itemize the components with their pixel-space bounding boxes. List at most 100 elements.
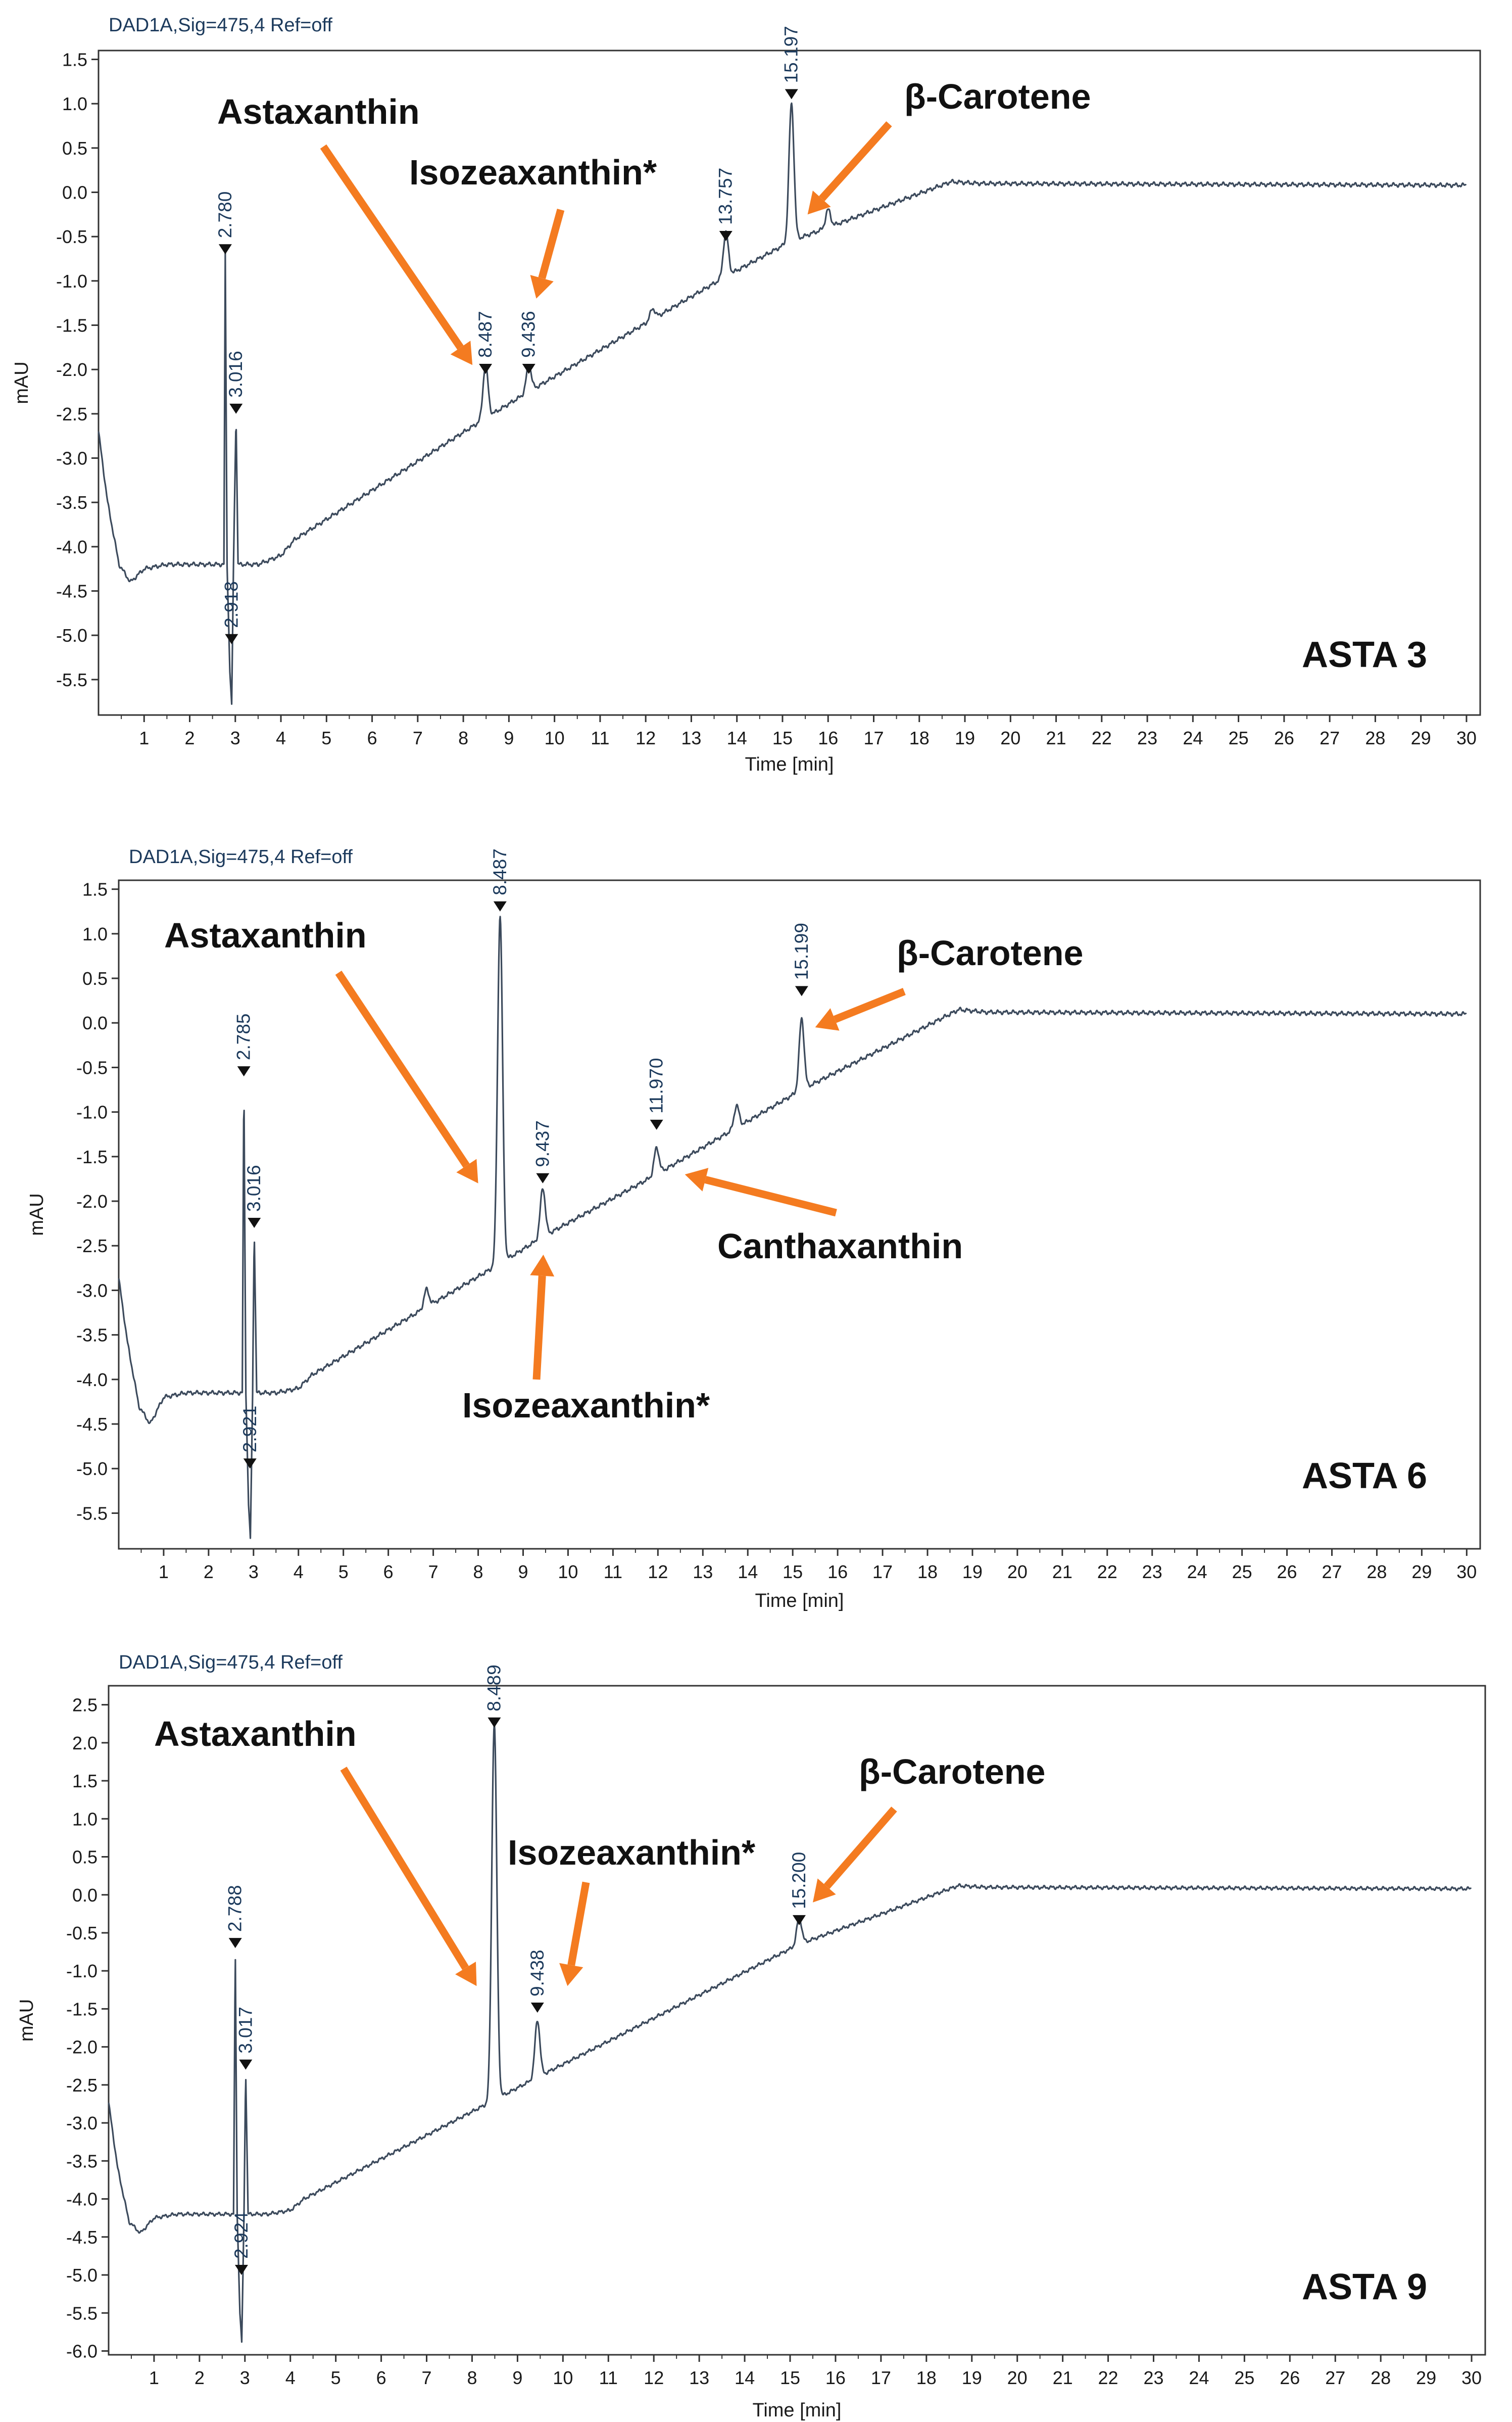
x-tick-label: 1 [149, 2367, 159, 2388]
y-tick-label: -4.5 [76, 1414, 108, 1435]
x-tick-label: 1 [139, 728, 149, 748]
peak-retention-label: 2.924 [231, 2212, 252, 2259]
y-tick-label: -2.5 [76, 1236, 108, 1256]
x-tick-label: 5 [331, 2367, 341, 2388]
y-tick-label: 0.5 [72, 1847, 97, 1868]
y-tick-label: -1.5 [76, 1147, 108, 1167]
x-tick-label: 26 [1274, 728, 1294, 748]
x-tick-label: 10 [545, 728, 565, 748]
x-tick-label: 14 [738, 1561, 758, 1582]
x-tick-label: 18 [909, 728, 930, 748]
x-tick-label: 25 [1232, 1561, 1252, 1582]
peak-marker [228, 1938, 242, 1949]
x-tick-label: 15 [783, 1561, 803, 1582]
peak-retention-label: 8.489 [483, 1665, 504, 1712]
x-tick-label: 29 [1411, 728, 1431, 748]
x-tick-label: 25 [1229, 728, 1249, 748]
x-tick-label: 11 [599, 2367, 618, 2388]
annotation-label: Astaxanthin [217, 92, 420, 131]
y-tick-label: 0.0 [62, 182, 87, 203]
peak-marker [530, 2002, 544, 2013]
x-tick-label: 27 [1325, 2367, 1345, 2388]
annotation-arrow [823, 1807, 897, 1889]
x-tick-label: 30 [1456, 728, 1477, 748]
y-axis-label: mAU [11, 361, 32, 404]
x-tick-label: 13 [693, 1561, 713, 1582]
x-tick-label: 12 [648, 1561, 668, 1582]
x-tick-label: 15 [772, 728, 793, 748]
y-tick-label: -1.0 [66, 1961, 97, 1981]
x-tick-label: 29 [1416, 2367, 1436, 2388]
annotation-arrow [340, 1767, 469, 1970]
x-tick-label: 23 [1142, 1561, 1162, 1582]
signal-header: DAD1A,Sig=475,4 Ref=off [109, 15, 332, 36]
peak-marker [536, 1173, 550, 1183]
panel-label: ASTA 9 [1302, 2267, 1427, 2307]
chromatogram-trace [97, 102, 1467, 705]
x-tick-label: 21 [1052, 1561, 1072, 1582]
x-tick-label: 8 [458, 728, 468, 748]
x-tick-label: 20 [1000, 728, 1020, 748]
y-tick-label: 1.5 [82, 879, 108, 900]
annotation-arrow [320, 144, 464, 350]
y-axis-label: mAU [26, 1193, 47, 1236]
annotation-arrow [833, 988, 906, 1023]
y-tick-label: 0.5 [62, 138, 87, 159]
y-tick-label: -1.5 [66, 1999, 97, 2019]
x-tick-label: 10 [553, 2367, 573, 2388]
annotation-arrowhead [812, 1878, 836, 1903]
peak-retention-label: 2.921 [239, 1406, 260, 1453]
x-tick-label: 7 [422, 2367, 432, 2388]
y-tick-label: -1.0 [56, 271, 87, 292]
peak-retention-label: 9.436 [518, 311, 539, 358]
plot-frame [118, 879, 1481, 1550]
annotation-arrow [704, 1176, 837, 1217]
annotation-arrow [819, 121, 892, 202]
annotation-arrowhead [450, 341, 473, 365]
peak-marker [522, 363, 535, 374]
x-tick-label: 22 [1098, 2367, 1118, 2388]
x-tick-label: 13 [681, 728, 701, 748]
y-tick-label: -5.0 [66, 2265, 97, 2286]
x-tick-label: 7 [413, 728, 423, 748]
y-tick-label: 1.5 [62, 50, 87, 70]
x-tick-label: 28 [1367, 1561, 1387, 1582]
annotation-arrowhead [559, 1963, 583, 1986]
x-tick-label: 14 [727, 728, 747, 748]
signal-header: DAD1A,Sig=475,4 Ref=off [129, 846, 353, 868]
annotation-arrow [532, 1275, 546, 1380]
y-tick-label: -3.0 [56, 448, 87, 469]
peak-retention-label: 15.197 [781, 26, 802, 83]
peak-retention-label: 8.487 [490, 848, 510, 895]
x-tick-label: 19 [962, 2367, 982, 2388]
x-tick-label: 3 [249, 1561, 259, 1582]
y-tick-label: -0.5 [56, 226, 87, 247]
y-tick-label: -3.5 [76, 1325, 108, 1346]
x-tick-label: 27 [1320, 728, 1340, 748]
annotation-label: β-Carotene [897, 933, 1083, 973]
x-tick-label: 24 [1187, 1561, 1207, 1582]
x-tick-label: 11 [591, 728, 609, 748]
y-tick-label: -1.0 [76, 1102, 108, 1123]
x-tick-label: 2 [185, 728, 195, 748]
x-tick-label: 9 [512, 2367, 522, 2388]
peak-marker [237, 1066, 251, 1077]
x-axis-label: Time [min] [755, 1590, 844, 1611]
y-tick-label: -4.5 [66, 2227, 97, 2248]
y-tick-label: -4.0 [76, 1369, 108, 1390]
peak-retention-label: 13.757 [715, 168, 736, 225]
x-tick-label: 9 [504, 728, 514, 748]
y-tick-label: -4.5 [56, 581, 87, 602]
y-tick-label: -5.0 [56, 625, 87, 646]
peak-marker [234, 2265, 248, 2275]
x-tick-label: 2 [194, 2367, 205, 2388]
peak-marker [225, 634, 238, 644]
y-tick-label: -2.0 [76, 1191, 108, 1212]
y-tick-label: -4.0 [66, 2189, 97, 2210]
x-tick-label: 28 [1365, 728, 1385, 748]
x-tick-label: 2 [204, 1561, 214, 1582]
y-tick-label: -5.0 [76, 1458, 108, 1479]
x-tick-label: 24 [1183, 728, 1203, 748]
